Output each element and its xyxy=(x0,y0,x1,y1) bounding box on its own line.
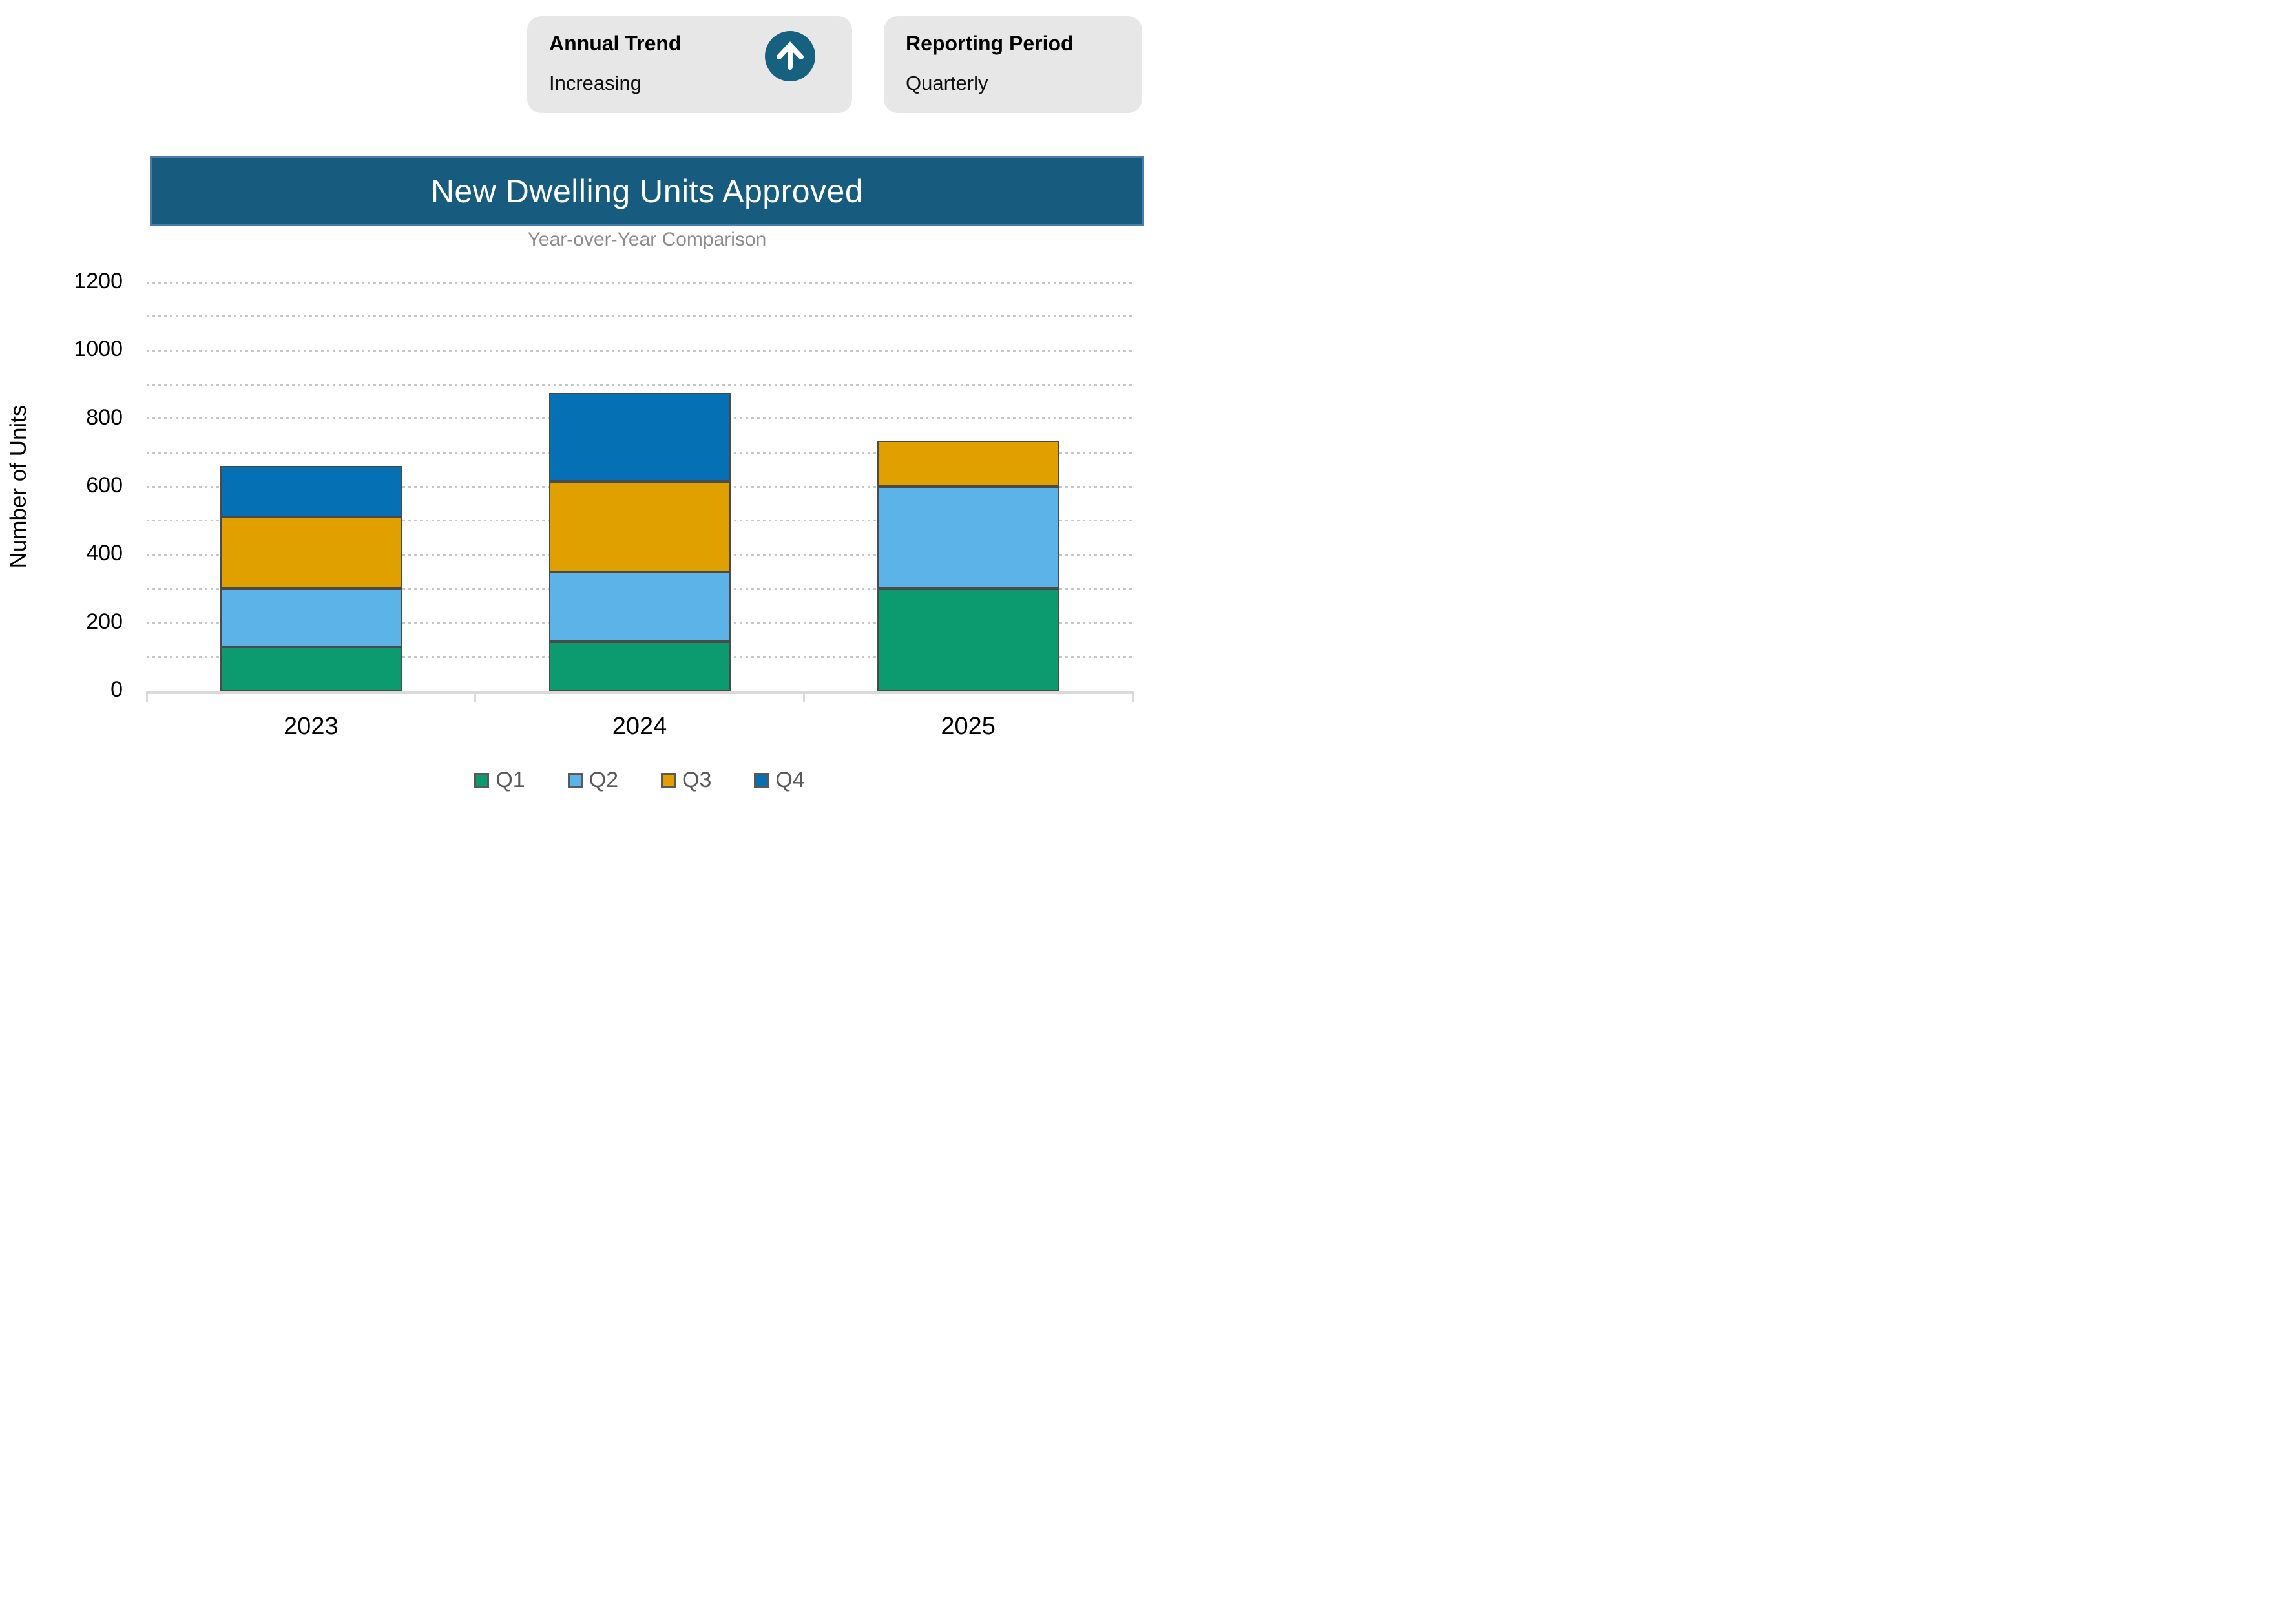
gridline xyxy=(147,315,1132,318)
legend-item-Q1: Q1 xyxy=(474,768,525,793)
dashboard-page: Annual Trend Increasing Reporting Period… xyxy=(0,0,1148,805)
chart-title-banner: New Dwelling Units Approved xyxy=(150,156,1144,226)
axis-tick xyxy=(1131,691,1134,702)
bar-segment-2025-Q2 xyxy=(877,487,1059,589)
gridline xyxy=(147,349,1132,352)
bar-segment-2024-Q3 xyxy=(548,481,731,572)
annual-trend-title: Annual Trend xyxy=(549,32,682,55)
y-tick-label: 1000 xyxy=(74,337,123,362)
bar-segment-2023-Q3 xyxy=(220,517,402,589)
legend-swatch-Q4 xyxy=(754,773,769,788)
annual-trend-value: Increasing xyxy=(549,72,642,94)
x-axis-label-2024: 2024 xyxy=(612,713,667,740)
legend-item-Q3: Q3 xyxy=(661,768,711,793)
legend-label-Q1: Q1 xyxy=(496,768,525,792)
legend-label-Q4: Q4 xyxy=(775,768,805,792)
circle-arrow-up-icon xyxy=(765,31,815,81)
x-axis-line xyxy=(147,691,1132,694)
reporting-period-value: Quarterly xyxy=(906,72,988,94)
x-axis-label-2023: 2023 xyxy=(284,713,339,740)
bar-segment-2025-Q1 xyxy=(877,589,1059,691)
annual-trend-card: Annual Trend Increasing xyxy=(527,16,852,113)
gridline xyxy=(147,383,1132,386)
gridline xyxy=(147,281,1132,284)
legend-label-Q2: Q2 xyxy=(589,768,618,792)
y-tick-label: 800 xyxy=(86,405,123,430)
reporting-period-card: Reporting Period Quarterly xyxy=(884,16,1142,113)
legend-swatch-Q3 xyxy=(661,773,676,788)
y-tick-label: 0 xyxy=(110,677,123,702)
bar-segment-2025-Q3 xyxy=(877,440,1059,487)
y-tick-label: 400 xyxy=(86,541,123,566)
y-tick-label: 200 xyxy=(86,609,123,634)
bar-segment-2024-Q4 xyxy=(548,393,731,482)
bar-segment-2024-Q1 xyxy=(548,641,731,691)
y-tick-label: 1200 xyxy=(74,269,123,293)
reporting-period-title: Reporting Period xyxy=(906,32,1074,55)
legend-swatch-Q2 xyxy=(567,773,583,788)
legend-swatch-Q1 xyxy=(474,773,490,788)
bar-segment-2023-Q4 xyxy=(220,466,402,518)
x-axis-label-2025: 2025 xyxy=(941,713,996,740)
legend-label-Q3: Q3 xyxy=(682,768,712,792)
bar-segment-2024-Q2 xyxy=(548,571,731,642)
chart-legend: Q1 Q2 Q3 Q4 xyxy=(147,768,1132,793)
axis-tick xyxy=(474,691,477,702)
axis-tick xyxy=(145,691,148,702)
chart-subtitle: Year-over-Year Comparison xyxy=(527,229,767,250)
legend-item-Q4: Q4 xyxy=(754,768,805,793)
chart-title: New Dwelling Units Approved xyxy=(430,173,864,209)
bar-segment-2023-Q2 xyxy=(220,589,402,647)
legend-item-Q2: Q2 xyxy=(567,768,618,793)
y-tick-label: 600 xyxy=(86,473,123,498)
bar-segment-2023-Q1 xyxy=(220,646,402,691)
axis-tick xyxy=(802,691,805,702)
